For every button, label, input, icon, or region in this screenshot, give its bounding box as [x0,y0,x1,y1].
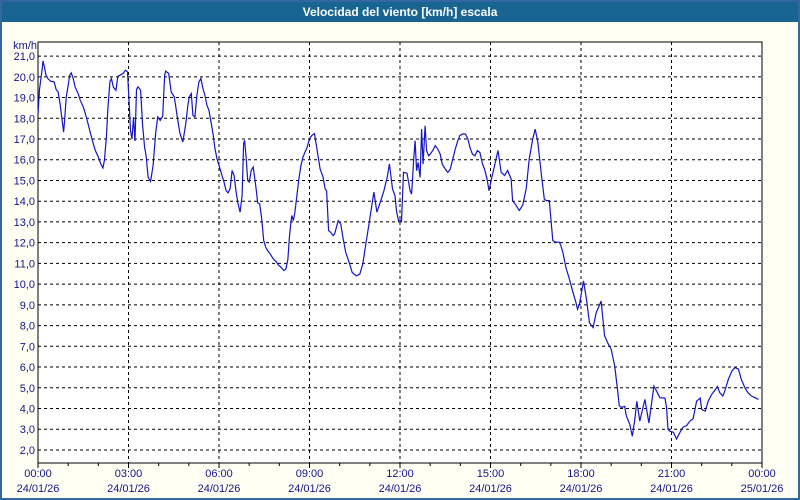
y-axis-label: 2,0 [20,445,35,457]
y-unit-label: km/h [13,40,37,52]
x-time-label: 09:00 [296,468,324,480]
x-date-label: 24/01/26 [469,483,512,495]
x-date-label: 24/01/26 [107,483,150,495]
y-axis-label: 4,0 [20,403,35,415]
y-axis-label: 7,0 [20,341,35,353]
y-axis-label: 3,0 [20,424,35,436]
chart-area: 21,0 20,0 19,0 18,0 17,0 16,0 15,0 14,0 13,0 12,0… [2,22,798,498]
y-axis-label: 17,0 [14,134,35,146]
chart-canvas: 21,0 20,0 19,0 18,0 17,0 16,0 15,0 14,0 13,0 12,0… [13,40,784,495]
wind-speed-line [37,60,759,441]
y-axis-label: 6,0 [20,362,35,374]
y-axis-label: 8,0 [20,321,35,333]
x-date-label: 24/01/26 [288,483,331,495]
x-date-label: 24/01/26 [560,483,603,495]
y-axis-label: 20,0 [14,72,35,84]
x-time-label: 12:00 [386,468,414,480]
chart-title: Velocidad del viento [km/h] escala [302,5,498,19]
y-axis-label: 12,0 [14,238,35,250]
y-axis-label: 5,0 [20,383,35,395]
x-time-label: 15:00 [477,468,505,480]
x-date-label: 25/01/26 [741,483,784,495]
y-axis-label: 18,0 [14,113,35,125]
x-date-label: 24/01/26 [650,483,693,495]
y-axis-label: 11,0 [14,258,35,270]
title-bar: Velocidad del viento [km/h] escala [2,2,798,22]
y-axis-label: 15,0 [14,175,35,187]
x-time-label: 03:00 [115,468,143,480]
x-time-label: 00:00 [748,468,776,480]
y-axis-label: 10,0 [14,279,35,291]
y-axis-label: 19,0 [14,93,35,105]
y-axis-label: 14,0 [14,196,35,208]
plot-border [37,41,763,464]
x-time-label: 00:00 [24,468,52,480]
x-time-label: 06:00 [205,468,233,480]
x-date-label: 24/01/26 [198,483,241,495]
x-time-label: 21:00 [658,468,686,480]
x-date-label: 24/01/26 [17,483,60,495]
y-axis-label: 9,0 [20,300,35,312]
x-date-label: 24/01/26 [379,483,422,495]
y-axis-label: 21,0 [14,51,35,63]
y-axis-label: 16,0 [14,155,35,167]
y-axis-label: 13,0 [14,217,35,229]
x-time-label: 18:00 [567,468,595,480]
